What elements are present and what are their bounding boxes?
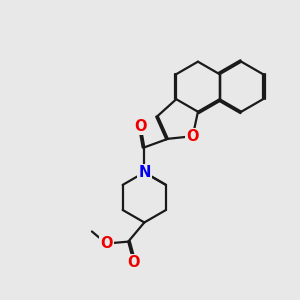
Text: O: O — [100, 236, 112, 251]
Text: O: O — [187, 129, 199, 144]
Text: O: O — [128, 255, 140, 270]
Text: N: N — [138, 165, 151, 180]
Text: O: O — [134, 119, 147, 134]
